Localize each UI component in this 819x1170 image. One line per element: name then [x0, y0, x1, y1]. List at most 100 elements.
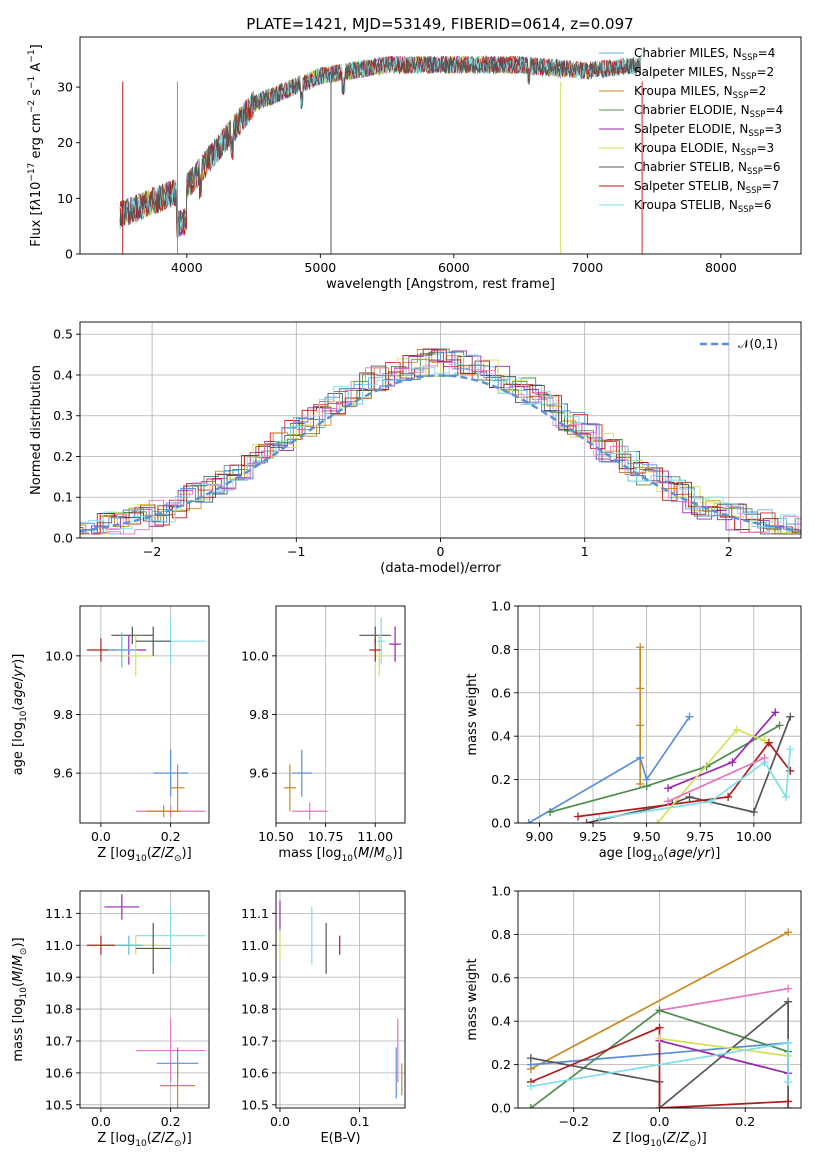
- age_vs_Z-point: [118, 635, 154, 677]
- residuals-ytick-label: 0.2: [53, 449, 73, 464]
- spectrum-xlabel: wavelength [Angstrom, rest frame]: [326, 277, 555, 292]
- weight_vs_age-xtick-label: 9.75: [686, 829, 714, 844]
- weight_vs_Z-ytick-label: 0.0: [491, 1101, 511, 1116]
- age_vs_mass-point: [377, 617, 386, 665]
- weight_vs_age-marker: [524, 819, 533, 823]
- spectrum-frame: [79, 36, 802, 255]
- weight_vs_age-xtick-label: 9.50: [633, 829, 661, 844]
- mass_vs_Z-point: [135, 906, 206, 965]
- weight_vs_Z-marker: [784, 928, 793, 937]
- mass_vs_EBV-ytick-label: 10.5: [241, 1097, 269, 1112]
- spectrum-ytick-label: 30: [57, 80, 73, 95]
- age_vs_mass-ytick-label: 9.6: [249, 766, 269, 781]
- residuals-ytick-label: 0.1: [53, 490, 73, 505]
- weight_vs_age-ytick-label: 0.2: [491, 772, 511, 787]
- weight_vs_Z-frame: [517, 890, 802, 1109]
- age_vs_mass-xlabel: mass [log10(M/M⊙)]: [278, 846, 402, 864]
- age_vs_Z-xlabel: Z [log10(Z/Z⊙)]: [97, 846, 191, 864]
- weight_vs_age-series: [524, 712, 694, 823]
- age_vs_Z-point: [153, 749, 189, 797]
- mass_vs_EBV-axes: 0.0 0.1 10.5 10.6 10.7 10.8 10.9 11.0 11.1: [241, 891, 405, 1129]
- weight_vs_Z-line: [659, 1039, 789, 1075]
- legend-entry: Salpeter STELIB, NSSP=7: [634, 179, 779, 196]
- weight_vs_age-marker: [636, 643, 645, 652]
- residuals-ytick-label: 0.3: [53, 408, 73, 423]
- weight_vs_Z-axes: −0.2 0.0 0.2 0.0 0.2 0.4 0.6 0.8 1.0: [491, 884, 801, 1129]
- legend-entry: Salpeter MILES, NSSP=2: [634, 65, 774, 82]
- weight_vs_age-marker: [771, 708, 780, 717]
- legend-entry: Chabrier STELIB, NSSP=6: [634, 160, 781, 177]
- weight_vs_age-line: [586, 716, 792, 823]
- age_vs_Z-point: [107, 632, 136, 668]
- spectrum-ytick-label: 0: [65, 247, 73, 262]
- weight_vs_Z-xtick-label: 0.0: [650, 1114, 670, 1129]
- weight_vs_age-marker: [685, 712, 694, 721]
- residual-histogram: [80, 348, 801, 535]
- mass_vs_Z-xtick-label: 0.0: [91, 1114, 111, 1129]
- legend-entry: Kroupa STELIB, NSSP=6: [634, 198, 772, 215]
- weight_vs_age-marker: [642, 782, 651, 791]
- spectrum-ytick-label: 20: [57, 135, 73, 150]
- age_vs_mass-point: [283, 764, 296, 812]
- spectrum-xtick-label: 7000: [571, 260, 603, 275]
- weight_vs_Z-marker: [526, 1104, 535, 1108]
- weight_vs_age-ylabel: mass weight: [465, 673, 480, 755]
- age_vs_mass-ytick-label: 10.0: [241, 648, 269, 663]
- weight_vs_age-marker: [724, 792, 733, 801]
- age_vs_Z-point: [135, 626, 171, 656]
- age_vs_Z-ylabel: age [log10(age/yr)]: [11, 654, 29, 776]
- weight_vs_Z-ytick-label: 0.2: [491, 1057, 511, 1072]
- weight_vs_Z-line: [530, 1026, 789, 1108]
- weight_vs_Z-xtick-label: 0.2: [735, 1114, 755, 1129]
- residuals-xtick-label: 1: [581, 544, 589, 559]
- weight_vs_Z-marker: [784, 1077, 793, 1086]
- mass_vs_Z-point: [135, 922, 171, 974]
- mass_vs_Z-ytick-label: 10.9: [45, 970, 73, 985]
- weight_vs_Z-marker: [784, 984, 793, 993]
- spectrum-series-line: [119, 56, 642, 238]
- legend-entry: Chabrier ELODIE, NSSP=4: [634, 103, 783, 120]
- weight_vs_Z-ytick-label: 0.4: [491, 1014, 511, 1029]
- mass_vs_EBV-ytick-label: 11.1: [241, 906, 269, 921]
- weight_vs_age-xtick-label: 9.00: [526, 829, 554, 844]
- mass_vs_Z-xtick-label: 0.2: [161, 1114, 181, 1129]
- residuals-ylabel: Normed distribution: [29, 365, 44, 495]
- weight_vs_age-frame: [517, 605, 802, 824]
- weight_vs_age-marker: [595, 814, 604, 823]
- age_vs_mass-xtick-label: 10.50: [258, 829, 294, 844]
- spectrum-series-line: [119, 55, 642, 237]
- spectrum-series-line: [119, 55, 642, 236]
- weight_vs_Z-marker: [784, 1097, 793, 1106]
- age_vs_Z-point: [111, 626, 154, 645]
- gaussian-curve: [79, 374, 802, 533]
- mass_vs_Z-point: [135, 1018, 206, 1083]
- mass_vs_Z-axes: 0.0 0.2 10.5 10.6 10.7 10.8 10.9 11.0 11.1: [45, 891, 209, 1129]
- age_vs_mass-point: [291, 802, 328, 821]
- mass_vs_Z-ytick-label: 11.0: [45, 938, 73, 953]
- age_vs_Z-point: [146, 805, 182, 818]
- mass_vs_Z-ytick-label: 11.1: [45, 906, 73, 921]
- mass_vs_EBV-xlabel: E(B-V): [320, 1131, 360, 1146]
- weight_vs_age-marker: [749, 808, 758, 817]
- weight_vs_age-ytick-label: 0.8: [491, 642, 511, 657]
- weight_vs_age-xtick-label: 9.25: [579, 829, 607, 844]
- mass_vs_Z-point: [104, 894, 140, 920]
- weight_vs_age-line: [667, 757, 765, 803]
- residuals-ytick-label: 0.5: [53, 327, 73, 342]
- weight_vs_Z-xtick-label: −0.2: [559, 1114, 589, 1129]
- mass_vs_EBV-ytick-label: 10.9: [241, 970, 269, 985]
- spectrum-series-line: [119, 55, 642, 238]
- weight_vs_age-marker: [636, 684, 645, 693]
- weight_vs_Z-line: [530, 999, 789, 1108]
- spectrum-axes: 4000 5000 6000 7000 8000 0 10 20 30: [57, 80, 737, 275]
- weight_vs_Z-marker: [526, 1054, 535, 1063]
- weight_vs_age-marker: [732, 725, 741, 734]
- weight_vs_age-marker: [781, 792, 790, 801]
- spectrum-xtick-label: 6000: [438, 260, 470, 275]
- legend-entry: Kroupa ELODIE, NSSP=3: [634, 141, 774, 158]
- weight_vs_age-marker: [574, 812, 583, 821]
- weight_vs_age-line: [528, 716, 691, 823]
- weight_vs_Z-marker: [655, 1006, 664, 1015]
- spectrum-series-line: [119, 55, 642, 237]
- weight_vs_Z-marker: [655, 1104, 664, 1108]
